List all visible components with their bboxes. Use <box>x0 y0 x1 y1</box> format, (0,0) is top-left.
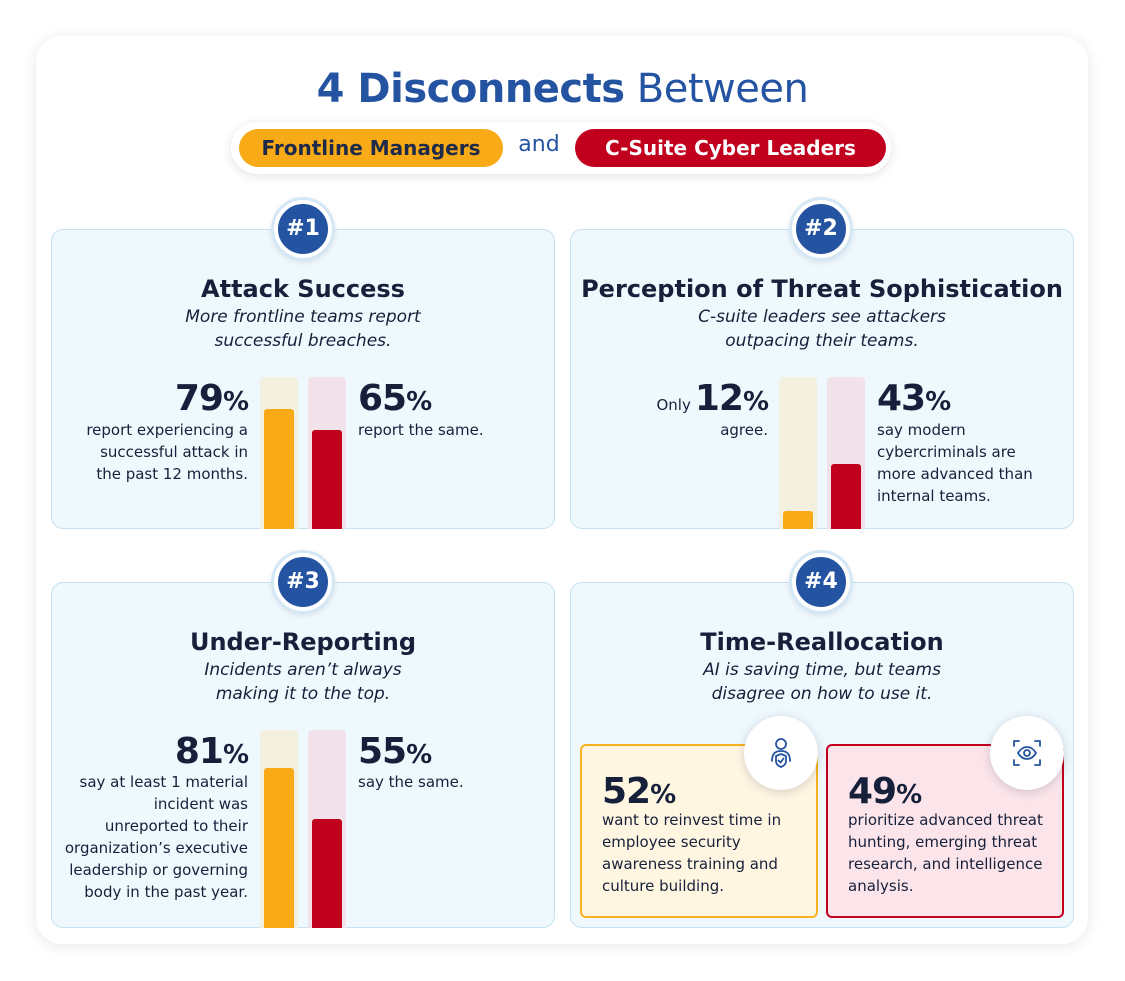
frontline-stat-value: 79% <box>174 378 249 419</box>
card-title: Attack Success <box>201 275 405 303</box>
person-shield-icon <box>744 716 818 790</box>
frontline-stat-value: 52% <box>602 771 676 812</box>
csuite-stat-desc: prioritize advanced threat hunting, emerg… <box>848 811 1043 895</box>
csuite-bar <box>312 819 342 928</box>
frontline-stat-value: 81% <box>174 731 249 772</box>
csuite-stat-value: 65% <box>358 378 432 419</box>
card-title: Perception of Threat Sophistication <box>581 275 1063 303</box>
page-title: 4 Disconnects Between <box>316 66 809 112</box>
card-title: Time-Reallocation <box>700 628 944 656</box>
csuite-stat-value: 55% <box>358 731 432 772</box>
frontline-bar <box>264 768 294 928</box>
csuite-bar <box>831 464 861 529</box>
card-threat-sophistication <box>570 229 1074 529</box>
card-subtitle-line: making it to the top. <box>215 684 391 704</box>
frontline-stat-value: Only 12% <box>656 378 769 419</box>
card-title: Under-Reporting <box>189 628 417 656</box>
csuite-stat-value: 43% <box>877 378 951 419</box>
frontline-bar <box>264 409 294 529</box>
card-under-reporting <box>51 582 555 928</box>
csuite-stat-desc: say modern cybercriminals are more advance… <box>877 421 1033 505</box>
csuite-bar <box>312 430 342 529</box>
csuite-stat-desc: report the same. <box>358 421 484 439</box>
card-number-badge: #1 <box>274 200 332 258</box>
card-number-badge: #3 <box>274 553 332 611</box>
card-attack-success <box>51 229 555 529</box>
card-subtitle-line: outpacing their teams. <box>725 331 919 351</box>
frontline-stat-desc: want to reinvest time in employee securit… <box>602 811 782 895</box>
card-subtitle-line: successful breaches. <box>214 331 392 351</box>
card-subtitle-line: AI is saving time, but teams <box>703 660 941 680</box>
frontline-stat-desc: report experiencing a successful attack i… <box>86 421 248 483</box>
frontline-managers-pill: Frontline Managers <box>239 129 503 167</box>
card-subtitle-line: disagree on how to use it. <box>711 684 933 704</box>
csuite-stat-desc: say the same. <box>358 773 464 791</box>
card-number-badge: #2 <box>792 200 850 258</box>
card-subtitle-line: Incidents aren’t always <box>204 660 402 680</box>
frontline-stat-desc: say at least 1 material incident was unrep… <box>64 773 248 901</box>
card-number-badge: #4 <box>792 553 850 611</box>
eye-scan-icon <box>990 716 1064 790</box>
legend-conjunction: and <box>518 132 560 157</box>
frontline-stat-prefix: Only <box>656 396 691 414</box>
frontline-stat-desc: agree. <box>720 421 768 439</box>
card-subtitle-line: C-suite leaders see attackers <box>698 307 946 327</box>
card-subtitle-line: More frontline teams report <box>185 307 421 327</box>
frontline-bar-track <box>779 377 817 529</box>
frontline-bar <box>783 511 813 529</box>
csuite-leaders-pill: C-Suite Cyber Leaders <box>575 129 886 167</box>
csuite-stat-value: 49% <box>848 771 922 812</box>
